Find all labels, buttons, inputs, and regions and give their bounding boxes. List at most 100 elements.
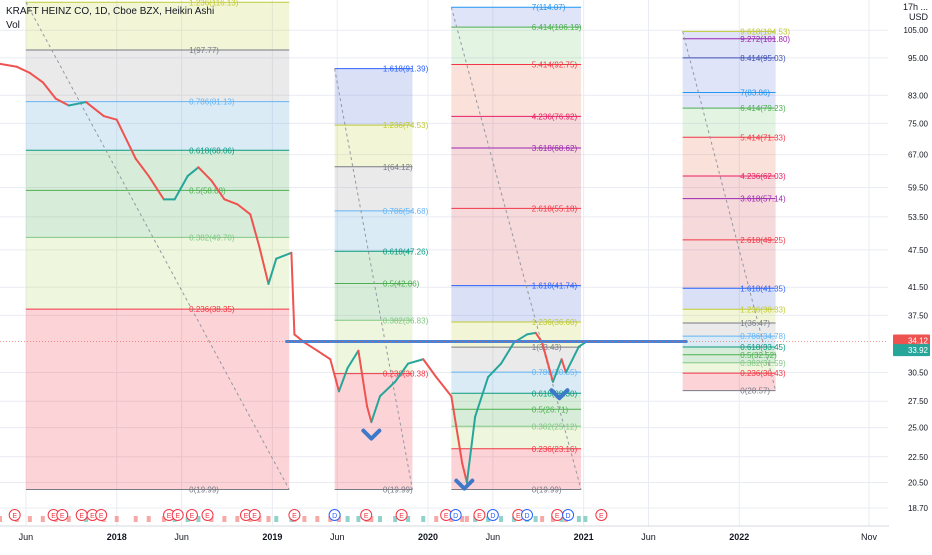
event-marker[interactable]: E [185,509,198,521]
time-tick-label[interactable]: Jun [174,532,189,542]
price-tick-label[interactable]: 59.50 [908,183,929,192]
price-tick-label[interactable]: 30.50 [908,369,929,378]
time-tick-label[interactable]: 2019 [262,532,282,542]
fib-level-label: 0.382(25.12) [532,422,578,431]
event-marker[interactable]: D [521,509,534,521]
fib-level-label: 5.414(92.75) [532,61,578,70]
price-segment [407,358,425,365]
fib-zone [451,285,582,323]
fib-zone [682,31,776,39]
fib-level-label: 3.618(57.14) [740,195,786,204]
time-tick-label[interactable]: Jun [486,532,501,542]
event-marker[interactable]: E [288,509,301,521]
price-segment [186,166,200,178]
time-tick-label[interactable]: 2020 [418,532,438,542]
fib-level-label: 0.382(36.83) [383,316,429,325]
down-arrow-marker [549,388,570,401]
event-marker[interactable]: E [8,509,21,521]
time-tick-label[interactable]: Jun [19,532,34,542]
event-label: E [60,513,65,520]
price-tick-label[interactable]: 20.50 [908,479,929,488]
fib-level-label: 0.236(30.38) [383,370,429,379]
event-marker[interactable]: E [56,509,69,521]
price-segment [560,358,567,374]
price-segment [275,251,293,260]
fib-trendline [334,68,413,490]
event-marker[interactable]: E [360,509,373,521]
last-price-badge[interactable] [893,334,930,347]
event-marker[interactable]: D [449,509,462,521]
time-tick-label[interactable]: Jun [330,532,345,542]
volume-bar [146,516,151,522]
down-arrow-marker [454,478,475,491]
event-marker[interactable]: D [486,509,499,521]
price-tick-label[interactable]: 83.00 [908,91,929,100]
price-tick-label[interactable]: 27.50 [908,397,929,406]
fib-zone [334,251,413,284]
event-marker[interactable]: E [473,509,486,521]
price-segment [147,175,165,201]
close-price-value: 33.92 [908,346,929,355]
event-marker[interactable]: E [512,509,525,521]
price-tick-label[interactable]: 105.00 [904,26,929,35]
grid [0,0,888,526]
volume-bar [266,516,271,522]
price-tick-label[interactable]: 95.00 [908,54,929,63]
fib-level-label: 1(64.12) [383,163,413,172]
price-tick-label[interactable]: 47.50 [908,246,929,255]
event-marker[interactable]: E [95,509,108,521]
event-marker[interactable]: E [75,509,88,521]
price-tick-label[interactable]: 37.50 [908,311,929,320]
time-tick-label[interactable]: 2018 [107,532,127,542]
volume-bar [27,516,32,522]
price-tick-label[interactable]: 67.00 [908,151,929,160]
event-circle [473,509,486,521]
price-series [0,62,587,484]
fib-extension-block: 0(19.99) 0.236(38.35) 0.382(49.70) 0.5(58.8… [25,0,290,495]
event-marker[interactable]: D [562,509,575,521]
event-label: E [252,513,257,520]
time-tick-label[interactable]: Jun [641,532,656,542]
time-tick-label[interactable]: Nov [861,532,878,542]
event-circle [360,509,373,521]
time-tick-label[interactable]: 2021 [574,532,594,542]
event-marker[interactable]: E [171,509,184,521]
event-marker[interactable]: E [248,509,261,521]
event-label: E [364,513,369,520]
close-price-badge[interactable] [893,344,930,357]
event-circle [171,509,184,521]
volume-bar [196,516,201,522]
price-tick-label[interactable]: 75.00 [908,119,929,128]
price-tick-label[interactable]: 53.50 [908,213,929,222]
event-label: E [51,513,56,520]
fib-level-label: 0.786(81.13) [189,98,235,107]
event-marker[interactable]: E [551,509,564,521]
fib-level-label: 0.5(32.52) [740,351,777,360]
price-tick-label[interactable]: 25.00 [908,424,929,433]
time-axis[interactable]: Jun 2018 Jun 2019 Jun 2020 Jun 2021 Jun 2022 Nov [0,525,889,542]
currency-prefix: 17h ... [902,2,928,12]
fib-level-label: 0(28.57) [740,387,770,396]
price-tick-label[interactable]: 18.70 [908,504,929,513]
event-marker[interactable]: E [47,509,60,521]
time-tick-label[interactable]: 2022 [729,532,749,542]
event-marker[interactable]: E [595,509,608,521]
volume-bar [66,516,71,522]
event-marker[interactable]: D [328,509,341,521]
fib-zone [682,198,776,240]
event-marker[interactable]: E [395,509,408,521]
event-marker[interactable]: E [201,509,214,521]
fib-level-label: 6.414(106.19) [532,23,582,32]
fib-zone [682,288,776,310]
price-tick-label[interactable]: 22.50 [908,453,929,462]
fib-level-label: 0.5(42.06) [383,280,420,289]
price-axis[interactable]: 105.00 95.00 83.00 75.00 67.00 59.50 53.50 47.5… [889,0,932,550]
price-tick-label[interactable]: 41.50 [908,283,929,292]
fib-zone [682,362,776,374]
fib-zone [682,38,776,58]
event-circle [56,509,69,521]
fib-level-label: 0.236(38.35) [189,305,235,314]
